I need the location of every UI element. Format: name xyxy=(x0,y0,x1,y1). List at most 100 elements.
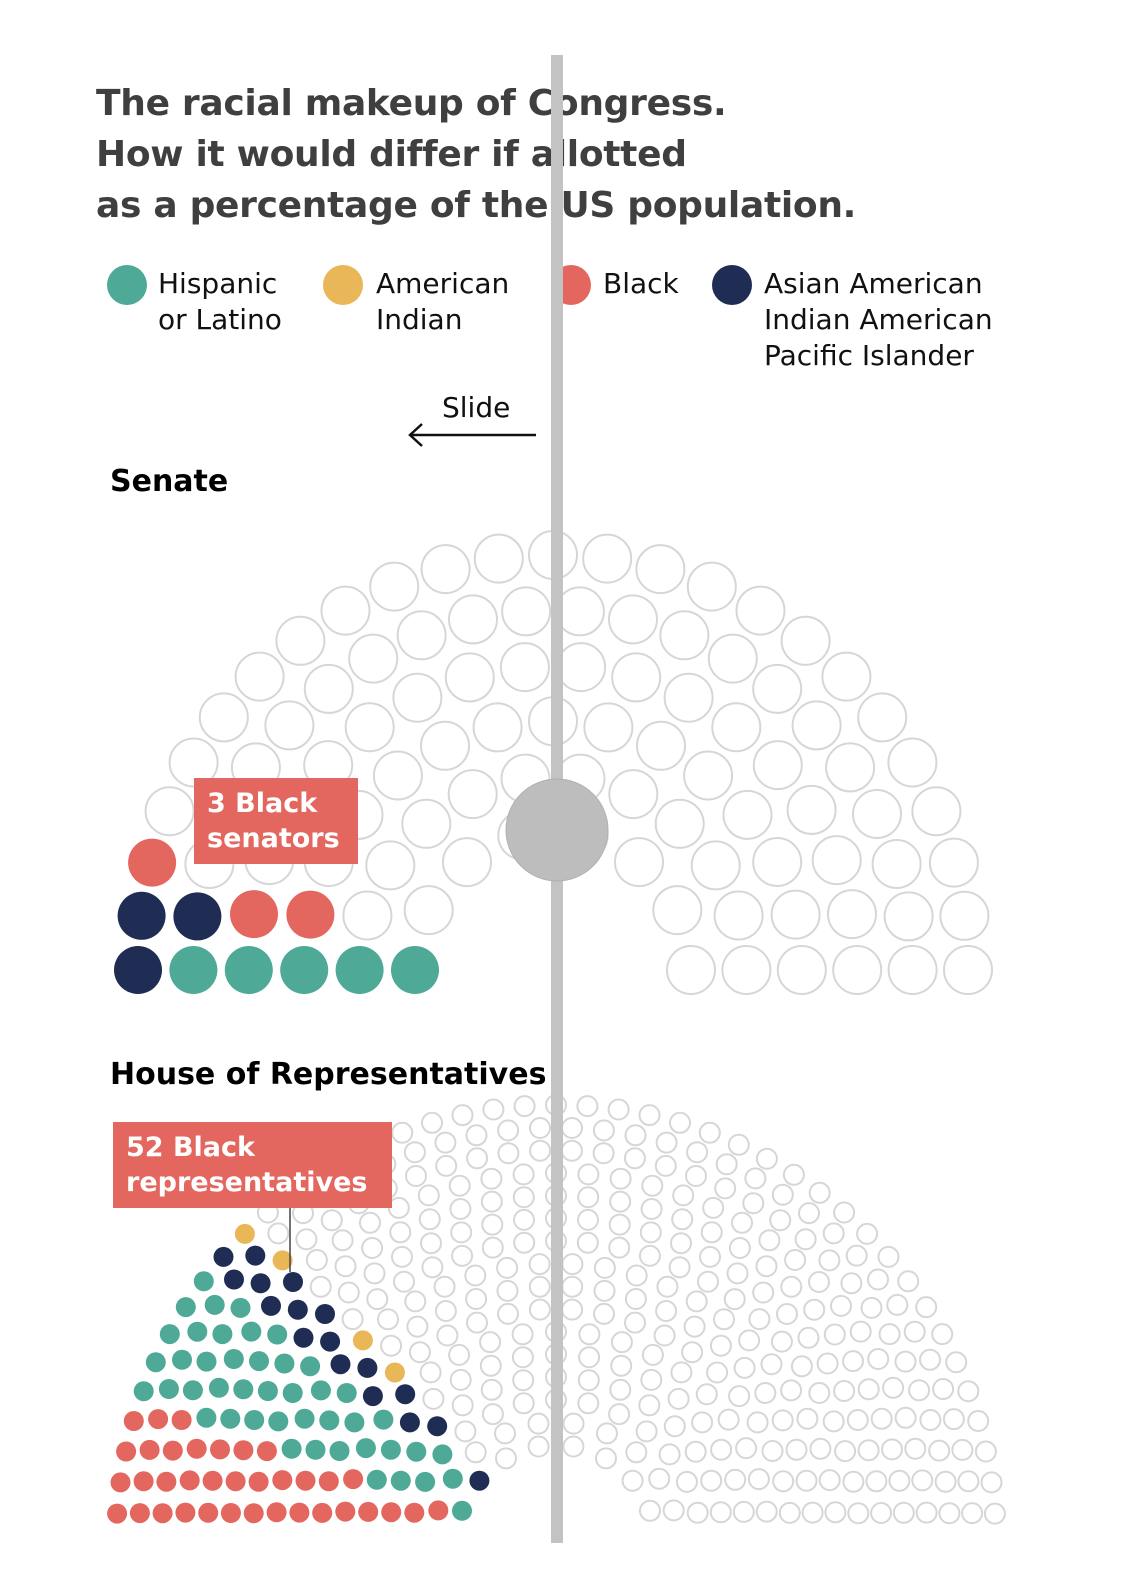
senate-seat-filled xyxy=(391,946,439,994)
house-seat-filled xyxy=(187,1321,208,1342)
house-seat-empty xyxy=(528,1275,551,1298)
house-seat-empty xyxy=(782,1163,805,1186)
house-seat-empty xyxy=(434,1300,457,1322)
house-seat-empty xyxy=(592,1119,615,1142)
house-seat-empty xyxy=(894,1350,917,1373)
house-seat-empty xyxy=(685,1290,708,1313)
house-seat-filled xyxy=(319,1410,340,1431)
house-seat-empty xyxy=(769,1209,792,1232)
house-seat-empty xyxy=(809,1437,832,1460)
house-seats xyxy=(107,1094,1006,1525)
house-seat-empty xyxy=(406,1315,429,1338)
house-seat-filled xyxy=(287,1299,308,1320)
legend-swatch-asian xyxy=(712,265,752,305)
senate-seat-empty xyxy=(791,700,842,751)
house-seat-filled xyxy=(358,1501,379,1522)
house-seat-filled xyxy=(442,1468,463,1489)
house-seat-filled xyxy=(312,1502,333,1523)
house-seat-empty xyxy=(822,1410,845,1433)
house-seat-empty xyxy=(681,1341,704,1364)
house-seat-filled xyxy=(148,1409,169,1430)
house-seat-filled xyxy=(315,1304,335,1324)
house-seat-filled xyxy=(116,1441,137,1462)
house-seat-empty xyxy=(797,1326,820,1349)
house-seat-empty xyxy=(733,1356,756,1379)
house-seat-filled xyxy=(266,1502,287,1523)
house-seat-empty xyxy=(513,1095,536,1118)
senate-seat-empty xyxy=(943,945,993,995)
legend-swatch-american-indian xyxy=(323,265,363,305)
house-seat-empty xyxy=(755,1147,778,1170)
house-seat-empty xyxy=(529,1117,551,1139)
house-seat-empty xyxy=(639,1221,662,1244)
house-seat-empty xyxy=(655,1131,678,1154)
house-seat-empty xyxy=(794,1228,817,1251)
house-seat-empty xyxy=(856,1222,879,1245)
house-seat-empty xyxy=(942,1408,965,1431)
house-seat-filled xyxy=(233,1379,254,1400)
house-seat-filled xyxy=(293,1327,314,1348)
house-seat-empty xyxy=(608,1213,631,1236)
senate-seat-filled xyxy=(117,891,166,940)
house-seat-empty xyxy=(698,1121,721,1144)
house-seat-filled xyxy=(404,1502,425,1523)
house-seat-empty xyxy=(309,1275,332,1298)
house-seat-filled xyxy=(452,1500,472,1521)
house-seat-filled xyxy=(158,1379,179,1399)
house-seat-empty xyxy=(886,1293,909,1316)
house-seat-empty xyxy=(867,1348,890,1370)
slide-label: Slide xyxy=(442,391,511,424)
house-seat-empty xyxy=(857,1378,880,1401)
house-seat-empty xyxy=(648,1467,671,1490)
house-seat-empty xyxy=(578,1346,601,1369)
arrow-left-icon xyxy=(408,423,536,447)
house-seat-filled xyxy=(220,1503,241,1523)
house-seat-empty xyxy=(699,1245,721,1268)
house-seat-empty xyxy=(822,1222,845,1245)
house-seat-empty xyxy=(695,1383,718,1406)
house-seat-empty xyxy=(337,1281,360,1304)
senate-seat-empty xyxy=(444,652,495,703)
house-seat-empty xyxy=(748,1308,771,1331)
senate-seat-empty xyxy=(144,786,195,837)
house-seat-empty xyxy=(479,1354,502,1377)
house-seat-empty xyxy=(870,1407,893,1430)
house-seat-empty xyxy=(403,1141,426,1164)
house-seat-empty xyxy=(610,1331,633,1354)
house-seat-empty xyxy=(449,1368,472,1391)
house-seat-empty xyxy=(795,1469,818,1492)
house-seat-empty xyxy=(433,1275,456,1298)
house-seat-empty xyxy=(496,1279,519,1302)
house-seat-empty xyxy=(932,1378,955,1400)
house-seat-empty xyxy=(562,1412,585,1435)
house-seat-empty xyxy=(816,1352,839,1375)
house-seat-empty xyxy=(755,1500,778,1523)
comparison-slider-handle[interactable] xyxy=(505,778,609,882)
house-seat-filled xyxy=(171,1410,192,1430)
house-seat-empty xyxy=(897,1270,920,1293)
legend-label-hispanic: Hispanic or Latino xyxy=(158,267,282,336)
senate-seat-empty xyxy=(663,672,714,723)
house-seat-empty xyxy=(624,1288,647,1310)
house-seat-filled xyxy=(198,1502,219,1523)
house-seat-filled xyxy=(406,1441,427,1462)
house-seat-empty xyxy=(436,1324,459,1347)
senate-seat-empty xyxy=(780,615,831,666)
house-seat-empty xyxy=(576,1095,599,1118)
house-seat-empty xyxy=(654,1154,677,1177)
house-seat-empty xyxy=(658,1443,681,1466)
house-seat-empty xyxy=(980,1471,1003,1494)
house-seat-empty xyxy=(609,1378,632,1401)
house-seat-empty xyxy=(479,1331,502,1354)
house-seat-empty xyxy=(903,1320,926,1343)
house-seat-empty xyxy=(904,1437,927,1460)
senate-seat-empty xyxy=(583,702,634,753)
house-seat-empty xyxy=(635,1420,658,1443)
house-seat-filled xyxy=(335,1501,356,1522)
house-seat-empty xyxy=(512,1392,535,1415)
house-seat-empty xyxy=(670,1232,692,1255)
house-seat-empty xyxy=(421,1111,443,1134)
senate-seat-filled xyxy=(280,946,329,994)
house-seat-empty xyxy=(624,1311,646,1334)
senate-seat-empty xyxy=(786,784,837,835)
